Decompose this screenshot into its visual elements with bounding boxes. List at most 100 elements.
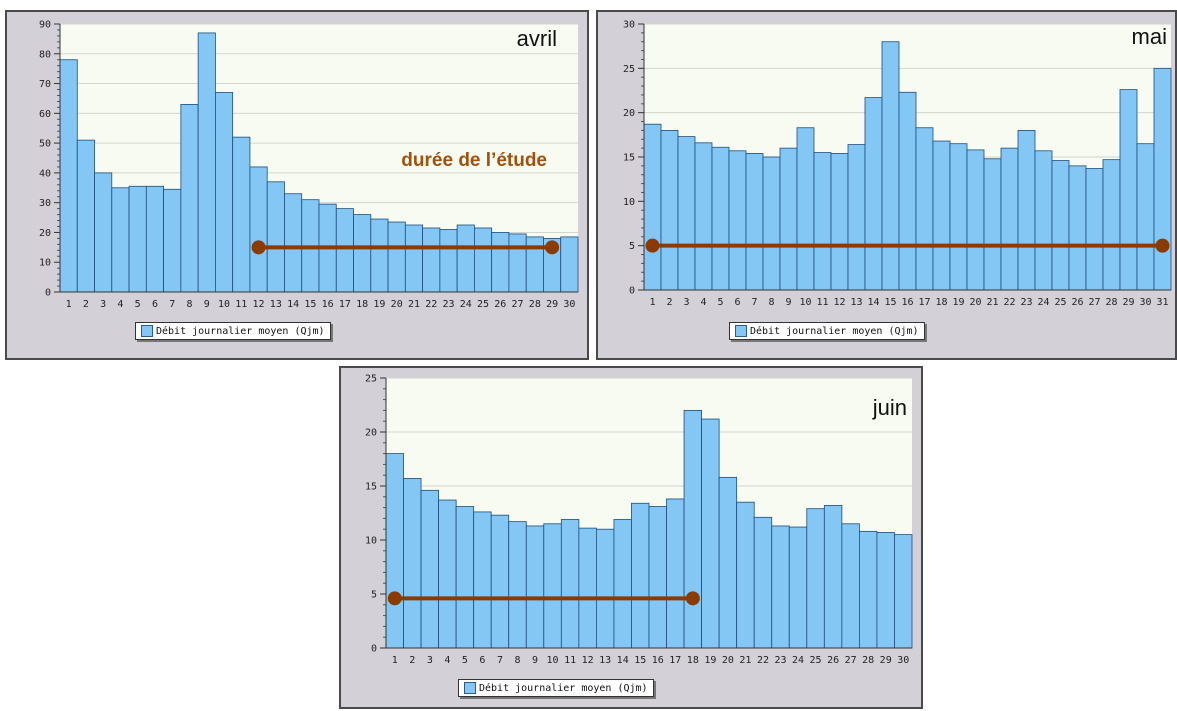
legend-label: Débit journalier moyen (Qjm)	[479, 682, 648, 694]
x-tick-label: 20	[969, 297, 981, 308]
bar-day-2	[403, 478, 422, 649]
bar-day-16	[898, 91, 917, 291]
y-tick-label: 0	[629, 286, 635, 297]
bar-day-14	[864, 97, 883, 291]
x-tick-label: 22	[757, 655, 769, 666]
bar-day-6	[728, 150, 747, 291]
bar-day-19	[370, 218, 389, 293]
bar-day-20	[966, 149, 985, 291]
study-period-start-marker	[251, 240, 266, 255]
x-tick-label: 16	[901, 297, 913, 308]
bar-day-1	[385, 453, 404, 649]
x-tick-label: 19	[952, 297, 964, 308]
study-period-end-marker	[545, 240, 560, 255]
x-tick-label: 5	[462, 655, 468, 666]
x-tick-label: 6	[479, 655, 485, 666]
chart-panel-avril: 0 10 20 30 40 50 60 70 80 90 1 2 3 4 5 6 7 8 9 10 11 12 13 14 15…	[5, 10, 589, 360]
y-tick-label: 50	[39, 139, 51, 150]
bar-day-26	[823, 505, 843, 649]
month-title-mai: mai	[1131, 24, 1167, 49]
bar-day-7	[490, 514, 510, 649]
bar-day-25	[473, 227, 493, 293]
bar-day-18	[683, 410, 703, 649]
x-tick-label: 26	[494, 299, 506, 310]
bar-day-11	[813, 152, 832, 291]
x-tick-label: 10	[799, 297, 811, 308]
bar-day-13	[266, 181, 285, 293]
y-tick-label: 10	[39, 258, 51, 269]
legend-label: Débit journalier moyen (Qjm)	[156, 325, 325, 337]
x-tick-label: 7	[751, 297, 757, 308]
bar-day-26	[491, 232, 510, 293]
bar-day-1	[59, 59, 78, 293]
y-tick-label: 20	[39, 228, 51, 239]
bar-day-19	[949, 143, 968, 291]
bar-day-16	[648, 506, 667, 649]
bar-day-1	[643, 123, 662, 291]
x-tick-label: 10	[547, 655, 559, 666]
bar-day-3	[94, 172, 113, 293]
x-tick-label: 17	[918, 297, 930, 308]
x-tick-label: 7	[169, 299, 175, 310]
x-tick-label: 12	[833, 297, 845, 308]
y-tick-label: 90	[39, 20, 51, 31]
y-tick-label: 30	[39, 198, 51, 209]
x-tick-label: 6	[734, 297, 740, 308]
x-tick-label: 6	[152, 299, 158, 310]
x-tick-label: 26	[1071, 297, 1083, 308]
x-tick-label: 13	[850, 297, 862, 308]
x-tick-label: 20	[722, 655, 734, 666]
bar-day-2	[660, 130, 679, 291]
y-tick-label: 5	[371, 590, 377, 601]
x-tick-label: 14	[617, 655, 629, 666]
bar-day-6	[473, 511, 492, 649]
bar-day-10	[543, 523, 562, 649]
bar-day-21	[983, 158, 1002, 291]
bar-day-17	[666, 498, 685, 649]
x-tick-label: 10	[218, 299, 230, 310]
bar-day-10	[796, 127, 815, 291]
bar-day-7	[163, 188, 182, 293]
x-tick-label: 28	[1105, 297, 1117, 308]
bar-day-22	[1000, 147, 1019, 291]
x-tick-label: 24	[792, 655, 804, 666]
x-tick-label: 3	[427, 655, 433, 666]
bar-day-9	[197, 32, 216, 293]
bar-day-23	[439, 229, 458, 293]
x-tick-label: 17	[339, 299, 351, 310]
y-tick-label: 30	[623, 20, 635, 31]
bar-day-14	[613, 519, 632, 649]
x-tick-label: 4	[444, 655, 450, 666]
x-tick-label: 21	[739, 655, 751, 666]
x-tick-label: 15	[634, 655, 646, 666]
x-tick-label: 14	[867, 297, 879, 308]
bar-day-7	[745, 153, 764, 291]
x-tick-label: 2	[83, 299, 89, 310]
bar-day-4	[111, 187, 130, 293]
bar-day-28	[859, 530, 878, 649]
x-tick-label: 28	[862, 655, 874, 666]
x-tick-label: 9	[785, 297, 791, 308]
y-tick-label: 20	[623, 108, 635, 119]
x-tick-label: 30	[897, 655, 909, 666]
bar-day-5	[455, 506, 475, 649]
x-tick-label: 9	[532, 655, 538, 666]
x-tick-label: 5	[135, 299, 141, 310]
x-tick-label: 21	[408, 299, 420, 310]
x-tick-label: 9	[204, 299, 210, 310]
bar-day-28	[1102, 159, 1121, 291]
bar-day-12	[249, 166, 268, 293]
x-tick-label: 11	[564, 655, 576, 666]
y-tick-label: 10	[623, 197, 635, 208]
bar-day-28	[525, 236, 544, 293]
bar-day-20	[387, 221, 406, 293]
legend: Débit journalier moyen (Qjm)	[729, 322, 925, 340]
bar-day-25	[806, 508, 825, 649]
bar-day-3	[420, 489, 439, 649]
x-tick-label: 19	[373, 299, 385, 310]
y-tick-label: 60	[39, 109, 51, 120]
bar-day-26	[1068, 165, 1087, 291]
y-tick-label: 80	[39, 49, 51, 60]
x-tick-label: 27	[1088, 297, 1100, 308]
